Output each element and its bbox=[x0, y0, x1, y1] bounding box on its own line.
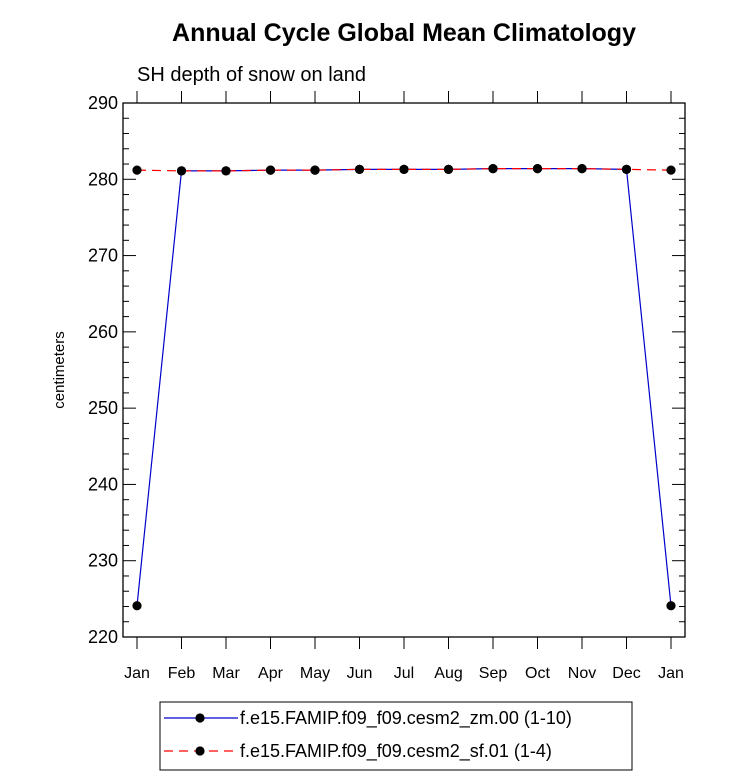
series-1-point bbox=[666, 601, 676, 611]
y-tick-label: 240 bbox=[88, 474, 118, 494]
series-2-point bbox=[132, 165, 142, 175]
x-tick-label: Nov bbox=[568, 665, 596, 682]
y-tick-label: 270 bbox=[88, 246, 118, 266]
plot-frame bbox=[122, 102, 686, 638]
legend-marker-1 bbox=[195, 713, 205, 723]
series-2-point bbox=[621, 164, 632, 174]
x-tick-label: Dec bbox=[612, 665, 640, 682]
legend-label-1: f.e15.FAMIP.f09_f09.cesm2_zm.00 (1-10) bbox=[240, 708, 572, 729]
x-tick-label: Jan bbox=[124, 665, 150, 682]
series-2-point bbox=[666, 165, 676, 175]
legend-marker-2 bbox=[195, 746, 205, 756]
axes-group: 220 230 240 250 260 270 280 290 Jan Feb Mar Apr May J… bbox=[88, 91, 686, 682]
series-2-point bbox=[577, 164, 587, 174]
chart-subtitle: SH depth of snow on land bbox=[137, 64, 366, 86]
x-tick-label: Oct bbox=[525, 665, 550, 682]
series-line-1 bbox=[136, 168, 672, 606]
x-tick-label: May bbox=[300, 665, 330, 682]
y-tick-label: 290 bbox=[88, 93, 118, 113]
series-1-point bbox=[132, 601, 142, 611]
y-axis-label: centimeters bbox=[51, 331, 68, 409]
series-2-point bbox=[443, 164, 454, 174]
series-2-point bbox=[488, 164, 498, 174]
y-tick-label: 280 bbox=[88, 169, 118, 189]
x-tick-label: Sep bbox=[479, 665, 508, 682]
series-layer bbox=[132, 164, 676, 611]
x-tick-label: Jan bbox=[658, 665, 684, 682]
series-2-point bbox=[399, 164, 409, 174]
x-tick-label: Mar bbox=[212, 665, 240, 682]
series-2-point bbox=[354, 164, 365, 174]
chart-title: Annual Cycle Global Mean Climatology bbox=[172, 19, 636, 47]
legend-box bbox=[159, 701, 633, 771]
x-tick-label: Jun bbox=[347, 665, 373, 682]
series-2-point bbox=[532, 164, 543, 174]
legend-label-2: f.e15.FAMIP.f09_f09.cesm2_sf.01 (1-4) bbox=[240, 741, 552, 762]
x-tick-label: Aug bbox=[434, 665, 462, 682]
series-2-point bbox=[265, 165, 276, 175]
series-2-point bbox=[310, 165, 320, 175]
series-2-point bbox=[176, 166, 187, 176]
y-tick-label: 260 bbox=[88, 322, 118, 342]
x-tick-label: Feb bbox=[168, 665, 196, 682]
y-tick-label: 230 bbox=[88, 551, 118, 571]
x-tick-label: Jul bbox=[394, 665, 414, 682]
y-tick-label: 220 bbox=[88, 627, 118, 647]
x-tick-label: Apr bbox=[258, 665, 284, 682]
legend: f.e15.FAMIP.f09_f09.cesm2_zm.00 (1-10) f.… bbox=[164, 708, 572, 762]
y-tick-label: 250 bbox=[88, 398, 118, 418]
series-2-point bbox=[221, 166, 231, 176]
